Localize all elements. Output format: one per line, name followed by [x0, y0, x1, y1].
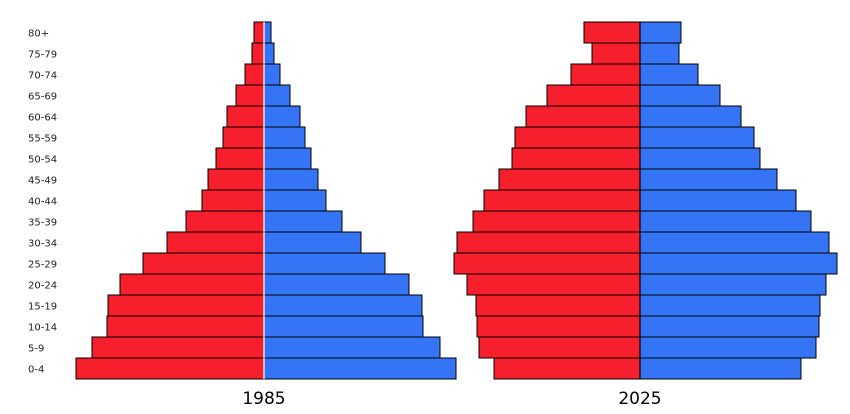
- bar-1985-left-65-69: [235, 84, 265, 107]
- bar-2025-left-10-14: [476, 315, 641, 338]
- bar-2025-right-65-69: [639, 84, 721, 107]
- age-label-65-69: 65-69: [28, 92, 57, 103]
- age-label-80+: 80+: [28, 29, 49, 40]
- bar-1985-right-80+: [263, 21, 272, 44]
- age-label-50-54: 50-54: [28, 155, 57, 166]
- bar-1985-left-80+: [253, 21, 265, 44]
- bar-1985-right-30-34: [263, 231, 362, 254]
- age-label-30-34: 30-34: [28, 239, 57, 250]
- bar-2025-left-75-79: [591, 42, 641, 65]
- bar-1985-left-55-59: [222, 126, 265, 149]
- bar-2025-right-40-44: [639, 189, 797, 212]
- bar-2025-left-5-9: [478, 336, 641, 359]
- age-label-35-39: 35-39: [28, 218, 57, 229]
- bar-2025-right-60-64: [639, 105, 742, 128]
- bar-1985-left-5-9: [91, 336, 265, 359]
- bar-2025-left-45-49: [498, 168, 641, 191]
- bar-2025-left-50-54: [511, 147, 641, 170]
- bar-1985-right-75-79: [263, 42, 275, 65]
- bar-2025-left-20-24: [466, 273, 641, 296]
- bar-2025-left-60-64: [525, 105, 641, 128]
- age-label-10-14: 10-14: [28, 323, 57, 334]
- age-label-45-49: 45-49: [28, 176, 57, 187]
- bar-2025-right-10-14: [639, 315, 820, 338]
- bar-1985-right-35-39: [263, 210, 343, 233]
- bar-1985-left-50-54: [215, 147, 265, 170]
- bar-2025-left-40-44: [483, 189, 641, 212]
- bar-2025-left-80+: [583, 21, 641, 44]
- bar-2025-right-45-49: [639, 168, 778, 191]
- bar-1985-right-45-49: [263, 168, 319, 191]
- age-label-0-4: 0-4: [28, 365, 44, 376]
- bar-1985-right-55-59: [263, 126, 306, 149]
- age-label-40-44: 40-44: [28, 197, 57, 208]
- bar-2025-right-70-74: [639, 63, 699, 86]
- bar-1985-right-50-54: [263, 147, 312, 170]
- bar-1985-left-60-64: [226, 105, 265, 128]
- age-label-5-9: 5-9: [28, 344, 44, 355]
- bar-1985-left-10-14: [106, 315, 265, 338]
- age-label-60-64: 60-64: [28, 113, 57, 124]
- bar-2025-left-0-4: [493, 357, 641, 380]
- bar-2025-right-80+: [639, 21, 682, 44]
- bar-1985-left-25-29: [142, 252, 265, 275]
- bar-2025-left-65-69: [546, 84, 641, 107]
- bar-2025-left-25-29: [453, 252, 641, 275]
- bar-2025-left-35-39: [472, 210, 641, 233]
- bar-1985-left-40-44: [201, 189, 265, 212]
- bar-1985-left-0-4: [75, 357, 265, 380]
- bar-1985-left-15-19: [107, 294, 265, 317]
- bar-2025-right-50-54: [639, 147, 761, 170]
- bar-2025-right-75-79: [639, 42, 680, 65]
- bar-1985-left-75-79: [251, 42, 265, 65]
- year-label-2025: 2025: [618, 389, 661, 409]
- bar-1985-right-40-44: [263, 189, 327, 212]
- bar-2025-left-15-19: [475, 294, 641, 317]
- age-label-55-59: 55-59: [28, 134, 57, 145]
- bar-1985-right-0-4: [263, 357, 457, 380]
- bar-2025-left-55-59: [514, 126, 641, 149]
- bar-2025-left-30-34: [456, 231, 641, 254]
- bar-1985-right-60-64: [263, 105, 301, 128]
- bar-2025-right-0-4: [639, 357, 802, 380]
- age-label-70-74: 70-74: [28, 71, 57, 82]
- bar-1985-right-20-24: [263, 273, 410, 296]
- bar-1985-left-70-74: [244, 63, 265, 86]
- bar-1985-left-30-34: [166, 231, 265, 254]
- bar-1985-left-35-39: [185, 210, 265, 233]
- bar-1985-left-20-24: [119, 273, 265, 296]
- bar-1985-right-5-9: [263, 336, 441, 359]
- bar-2025-right-5-9: [639, 336, 817, 359]
- bar-2025-right-15-19: [639, 294, 821, 317]
- pyramid-2025: [453, 21, 838, 380]
- bar-1985-right-25-29: [263, 252, 386, 275]
- bar-2025-right-20-24: [639, 273, 827, 296]
- age-label-25-29: 25-29: [28, 260, 57, 271]
- bar-2025-right-55-59: [639, 126, 755, 149]
- age-axis-labels: 0-4 5-9 10-14 15-19 20-24 25-29 30-34 35-39 40-4…: [28, 29, 57, 376]
- year-label-1985: 1985: [242, 389, 285, 409]
- age-label-75-79: 75-79: [28, 50, 57, 61]
- bar-2025-right-30-34: [639, 231, 830, 254]
- age-label-20-24: 20-24: [28, 281, 57, 292]
- bar-1985-right-70-74: [263, 63, 281, 86]
- bar-2025-right-35-39: [639, 210, 812, 233]
- bar-2025-left-70-74: [570, 63, 641, 86]
- bar-1985-right-15-19: [263, 294, 423, 317]
- age-label-15-19: 15-19: [28, 302, 57, 313]
- bar-2025-right-25-29: [639, 252, 838, 275]
- pyramid-1985: [75, 21, 457, 380]
- bar-1985-right-10-14: [263, 315, 424, 338]
- bar-1985-right-65-69: [263, 84, 291, 107]
- bar-1985-left-45-49: [207, 168, 265, 191]
